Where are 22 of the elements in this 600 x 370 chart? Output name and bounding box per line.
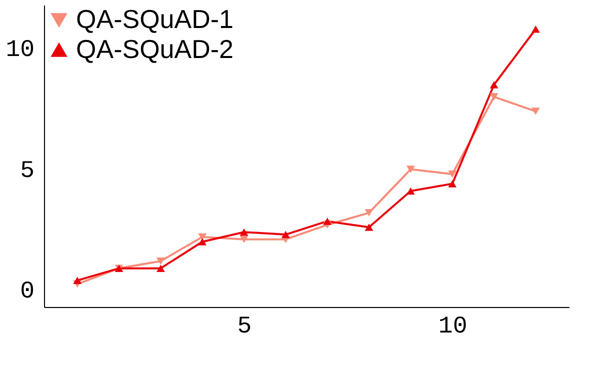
point	[490, 93, 498, 100]
point	[531, 26, 540, 33]
y-tick-label: 0	[20, 278, 34, 306]
point	[490, 81, 498, 88]
legend-label: QA-SQuAD-1	[76, 4, 234, 34]
y-tick-label: 10	[6, 36, 34, 64]
legend-label: QA-SQuAD-2	[76, 34, 234, 64]
point	[198, 238, 207, 246]
point	[448, 170, 457, 178]
point	[364, 209, 374, 216]
point	[364, 224, 374, 231]
point	[531, 108, 540, 115]
point	[240, 228, 248, 236]
point	[406, 166, 415, 173]
point	[73, 276, 82, 284]
point	[240, 236, 248, 243]
point	[281, 230, 290, 238]
point	[156, 264, 165, 272]
point	[448, 180, 457, 188]
y-tick-label: 5	[20, 158, 34, 185]
point	[156, 257, 165, 265]
point	[323, 218, 332, 225]
